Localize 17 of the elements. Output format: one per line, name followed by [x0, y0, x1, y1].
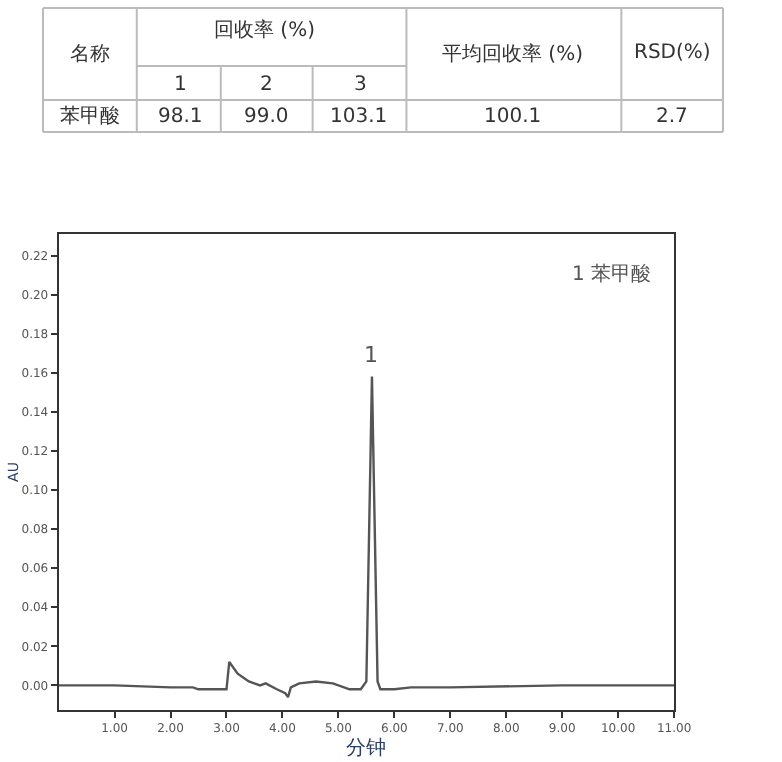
text: 平均回收率 (%): [442, 42, 584, 66]
text: 100.1: [484, 106, 542, 128]
annotation: 1 苯甲酸: [572, 262, 652, 286]
text: 苯甲酸: [60, 104, 120, 128]
text: 98.1: [158, 106, 203, 128]
text: 99.0: [244, 106, 289, 128]
text: 回收率 (%): [214, 18, 316, 42]
text: 103.1: [330, 106, 388, 128]
text: 3: [354, 74, 367, 96]
text: 1: [174, 74, 187, 96]
annotation: 1: [364, 342, 378, 368]
text: RSD(%): [634, 42, 711, 64]
text: 名称: [70, 42, 110, 66]
text: 2: [260, 74, 273, 96]
text: 2.7: [656, 106, 688, 128]
line-series: [58, 375, 675, 699]
x-axis-title: 分钟: [346, 736, 387, 761]
